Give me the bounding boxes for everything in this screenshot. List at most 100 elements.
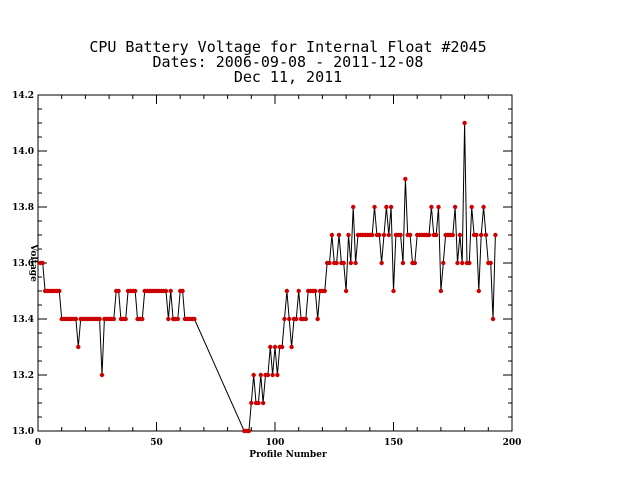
- data-point: [279, 344, 285, 350]
- y-tick-labels: 13.0 13.2 13.4 13.6 13.8 14.0 14.2: [12, 91, 34, 437]
- data-point: [296, 288, 301, 294]
- data-point: [469, 204, 474, 210]
- data-point: [481, 204, 486, 210]
- data-point: [400, 260, 406, 266]
- data-point: [483, 232, 489, 238]
- data-point: [116, 288, 121, 294]
- data-point: [346, 232, 351, 238]
- data-point: [175, 316, 181, 322]
- data-point: [246, 428, 252, 434]
- data-point: [369, 232, 375, 238]
- data-point: [386, 232, 391, 238]
- data-point: [372, 204, 377, 210]
- data-point: [123, 316, 128, 322]
- data-point: [452, 204, 458, 210]
- data-point: [334, 260, 339, 266]
- x-tick-labels: 0 50 100 150 200: [35, 438, 522, 448]
- data-point: [270, 372, 275, 378]
- axis-ticks: [37, 94, 513, 432]
- data-point: [251, 372, 256, 378]
- y-tick-label: 13.8: [12, 203, 34, 213]
- data-point: [287, 316, 292, 322]
- data-point: [488, 260, 493, 266]
- data-point: [322, 288, 327, 294]
- data-point: [132, 288, 138, 294]
- data-point: [99, 372, 105, 378]
- data-point: [265, 372, 271, 378]
- data-point: [284, 288, 290, 294]
- data-point: [249, 400, 254, 406]
- data-point: [180, 288, 185, 294]
- data-point: [379, 260, 384, 266]
- x-tick-label: 100: [266, 438, 285, 448]
- data-point: [478, 232, 484, 238]
- data-point: [111, 316, 117, 322]
- data-point: [348, 260, 354, 266]
- chart-title-line-2: Dates: 2006-09-08 - 2011-12-08: [153, 53, 424, 71]
- data-point: [391, 288, 396, 294]
- y-tick-label: 13.2: [12, 371, 34, 381]
- data-point: [258, 372, 263, 378]
- data-point: [343, 288, 349, 294]
- data-point: [97, 316, 102, 322]
- x-tick-label: 200: [503, 438, 522, 448]
- x-tick-label: 50: [150, 438, 163, 448]
- data-point: [351, 204, 356, 210]
- data-point: [313, 288, 318, 294]
- data-point: [429, 204, 434, 210]
- data-point: [438, 288, 444, 294]
- data-point: [407, 232, 413, 238]
- data-point: [294, 316, 299, 322]
- data-point: [457, 232, 463, 238]
- data-point: [40, 260, 45, 266]
- data-point: [412, 260, 418, 266]
- data-point: [272, 344, 278, 350]
- data-point: [303, 316, 309, 322]
- y-tick-label: 13.6: [12, 259, 34, 269]
- data-point: [256, 400, 261, 406]
- data-point: [353, 260, 358, 266]
- y-axis-label: Voltage: [28, 243, 38, 282]
- data-point: [398, 232, 403, 238]
- voltage-series: [38, 120, 498, 434]
- data-point: [327, 260, 332, 266]
- chart-title-line-1: CPU Battery Voltage for Internal Float #…: [89, 38, 486, 56]
- y-tick-label: 13.4: [12, 315, 34, 325]
- data-point: [268, 344, 273, 350]
- data-point: [460, 260, 465, 266]
- data-point: [163, 288, 169, 294]
- x-tick-label: 0: [35, 438, 41, 448]
- data-point: [381, 232, 387, 238]
- data-point: [403, 176, 408, 182]
- data-point: [168, 288, 173, 294]
- series-line: [40, 122, 496, 432]
- data-point: [315, 316, 320, 322]
- data-point: [73, 316, 79, 322]
- y-tick-label: 13.0: [12, 427, 34, 437]
- data-point: [289, 344, 294, 350]
- x-tick-label: 150: [384, 438, 403, 448]
- chart-title-line-3: Dec 11, 2011: [234, 68, 342, 86]
- data-point: [192, 316, 197, 322]
- data-point: [493, 232, 498, 238]
- data-point: [474, 232, 479, 238]
- data-point: [140, 316, 145, 322]
- data-point: [388, 204, 394, 210]
- data-point: [329, 232, 335, 238]
- y-tick-label: 14.2: [12, 91, 34, 101]
- data-point: [476, 288, 482, 294]
- data-point: [282, 316, 287, 322]
- data-point: [336, 232, 342, 238]
- data-point: [275, 372, 280, 378]
- data-point: [426, 232, 432, 238]
- data-point: [455, 260, 460, 266]
- data-point: [57, 288, 62, 294]
- data-point: [166, 316, 171, 322]
- data-point: [441, 260, 446, 266]
- data-point: [436, 204, 441, 210]
- data-point: [467, 260, 472, 266]
- y-tick-label: 14.0: [12, 147, 34, 157]
- data-point: [450, 232, 455, 238]
- data-point: [384, 204, 389, 210]
